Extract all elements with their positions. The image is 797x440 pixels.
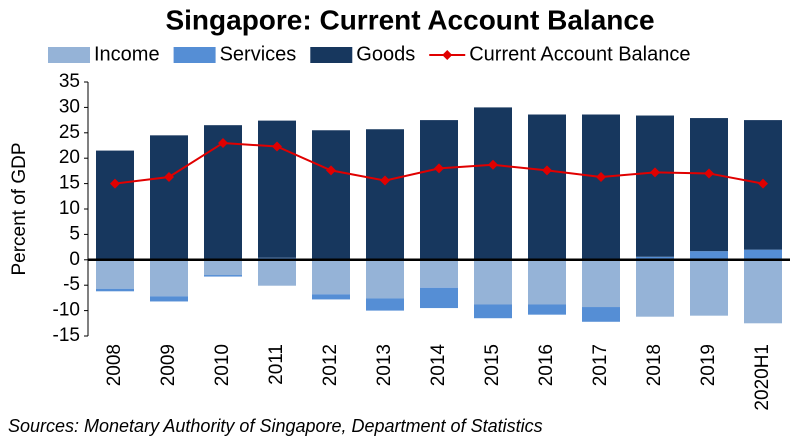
x-tick-label: 2010 bbox=[212, 344, 233, 386]
bar bbox=[150, 135, 188, 260]
chart-title: Singapore: Current Account Balance bbox=[165, 4, 654, 35]
x-tick-label: 2017 bbox=[590, 344, 611, 386]
x-tick-label: 2012 bbox=[320, 344, 341, 386]
legend-label: Current Account Balance bbox=[469, 43, 690, 65]
bar bbox=[420, 259, 458, 288]
y-tick-label: 30 bbox=[59, 96, 80, 117]
y-tick-label: 20 bbox=[59, 147, 80, 168]
line-marker bbox=[434, 163, 444, 174]
x-tick-label: 2008 bbox=[104, 344, 125, 386]
bar bbox=[366, 129, 404, 260]
y-tick-label: 35 bbox=[59, 71, 80, 92]
bar bbox=[258, 259, 296, 286]
bar bbox=[150, 296, 188, 302]
bar bbox=[312, 294, 350, 300]
legend-item: Goods bbox=[310, 43, 415, 65]
bar bbox=[474, 304, 512, 319]
y-axis-label: Percent of GDP bbox=[9, 142, 30, 275]
legend-item: Current Account Balance bbox=[429, 43, 690, 65]
bar bbox=[204, 259, 242, 276]
legend-swatch bbox=[48, 47, 90, 63]
line-marker bbox=[596, 171, 606, 182]
x-tick-label: 2014 bbox=[428, 344, 449, 387]
y-tick-label: 10 bbox=[59, 198, 80, 219]
x-tick-label: 2020H1 bbox=[752, 344, 773, 411]
bar bbox=[96, 150, 134, 260]
bar bbox=[474, 259, 512, 305]
bar bbox=[312, 259, 350, 295]
source-note: Sources: Monetary Authority of Singapore… bbox=[8, 416, 543, 436]
y-tick-label: 25 bbox=[59, 122, 80, 143]
x-tick-label: 2016 bbox=[536, 344, 557, 386]
bar bbox=[582, 114, 620, 260]
legend-swatch bbox=[310, 47, 353, 63]
line-marker bbox=[380, 175, 390, 186]
bar bbox=[258, 120, 296, 258]
line-marker bbox=[164, 171, 174, 182]
line-marker bbox=[758, 178, 768, 189]
bar bbox=[366, 259, 404, 299]
y-tick-label: -5 bbox=[63, 274, 80, 295]
x-tick-label: 2015 bbox=[482, 344, 503, 386]
bar bbox=[528, 259, 566, 305]
x-tick-label: 2011 bbox=[266, 344, 287, 385]
bar bbox=[420, 287, 458, 309]
bar bbox=[582, 307, 620, 322]
bar bbox=[204, 275, 242, 277]
line-marker bbox=[272, 141, 282, 152]
bar bbox=[528, 114, 566, 260]
y-tick-label: -15 bbox=[53, 325, 80, 346]
bar bbox=[312, 130, 350, 260]
x-tick-label: 2019 bbox=[698, 344, 719, 386]
x-tick-label: 2009 bbox=[158, 344, 179, 386]
line-marker bbox=[488, 159, 498, 170]
bar bbox=[528, 304, 566, 315]
bar bbox=[744, 249, 782, 260]
line-marker bbox=[650, 167, 660, 178]
bar bbox=[690, 251, 728, 260]
bar bbox=[96, 259, 134, 289]
y-tick-label: -10 bbox=[53, 300, 80, 321]
y-tick-label: 0 bbox=[69, 249, 80, 270]
legend-label: Goods bbox=[356, 43, 415, 65]
bar bbox=[690, 259, 728, 316]
legend-swatch bbox=[442, 50, 453, 60]
bar bbox=[690, 118, 728, 252]
y-tick-label: 15 bbox=[59, 173, 80, 194]
legend-item: Income bbox=[48, 43, 160, 65]
legend-label: Services bbox=[220, 43, 297, 65]
bar bbox=[366, 298, 404, 311]
bar bbox=[636, 259, 674, 317]
y-tick-label: 5 bbox=[69, 223, 80, 244]
line-marker bbox=[326, 165, 336, 176]
x-tick-label: 2013 bbox=[374, 344, 395, 386]
legend-swatch bbox=[173, 47, 216, 63]
bar bbox=[96, 288, 134, 292]
line-marker bbox=[704, 168, 714, 179]
legend-item: Services bbox=[173, 43, 297, 65]
bar bbox=[636, 256, 674, 260]
line-marker bbox=[218, 137, 228, 148]
line-marker bbox=[542, 165, 552, 176]
bar bbox=[744, 259, 782, 324]
bar bbox=[150, 259, 188, 297]
bar bbox=[582, 259, 620, 308]
x-tick-label: 2018 bbox=[644, 344, 665, 386]
legend-label: Income bbox=[94, 43, 160, 65]
bar bbox=[636, 115, 674, 257]
bar bbox=[420, 120, 458, 260]
line-marker bbox=[110, 178, 120, 189]
bar bbox=[474, 107, 512, 260]
